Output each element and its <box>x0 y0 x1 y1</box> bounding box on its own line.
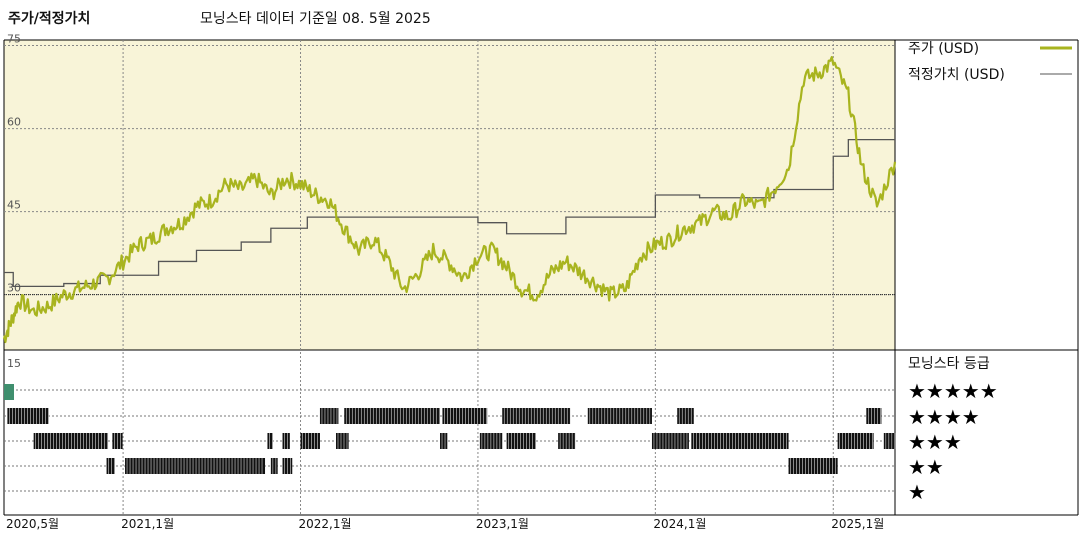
price-line <box>2 56 897 344</box>
price-series <box>2 56 897 344</box>
star-level-label: ★★★★ <box>908 405 980 429</box>
chart-title: 주가/적정가치 <box>8 11 91 27</box>
x-tick-label: 2024,1월 <box>653 517 706 531</box>
legend-fair-label: 적정가치 (USD) <box>908 67 1005 83</box>
rating-panel-bg <box>4 350 895 515</box>
rating-bar <box>691 433 789 449</box>
rating-current-marker <box>4 384 14 400</box>
star-legend: ★★★★★★★★★★★★★★★ <box>908 379 998 504</box>
star-level-label: ★★ <box>908 455 944 479</box>
fair-value-series <box>4 138 895 287</box>
star-level-label: ★ <box>908 480 926 504</box>
axis-labels: 75 60 45 30 2020,5월 2021,1월 2022,1월 2023,1월 2024… <box>6 33 884 531</box>
price-panel-bg <box>4 40 895 350</box>
rating-bar <box>270 458 278 474</box>
rating-bars <box>4 384 896 474</box>
rating-title: 모닝스타 등급 <box>908 356 990 372</box>
rating-bar <box>558 433 576 449</box>
x-tick-label: 2023,1월 <box>476 517 529 531</box>
rating-bar <box>282 433 290 449</box>
rating-bar <box>319 408 339 424</box>
y-tick-label: 30 <box>7 282 21 295</box>
rating-bar <box>440 433 448 449</box>
x-tick-label: 2022,1월 <box>299 517 352 531</box>
x-tick-label: 2021,1월 <box>121 517 174 531</box>
star-level-label: ★★★★★ <box>908 379 998 403</box>
rating-bar <box>506 433 536 449</box>
rating-bar <box>883 433 895 449</box>
legend-price-label: 주가 (USD) <box>908 41 979 57</box>
rating-axis-label: 15 <box>7 357 21 370</box>
y-tick-label: 75 <box>7 33 21 46</box>
rating-bar <box>788 458 838 474</box>
fair-value-line <box>4 138 895 287</box>
rating-bar <box>651 433 689 449</box>
x-tick-label: 2025,1월 <box>831 517 884 531</box>
y-tick-label: 45 <box>7 199 21 212</box>
rating-bar <box>344 408 441 424</box>
rating-bar <box>335 433 349 449</box>
rating-bar <box>7 408 49 424</box>
rating-bar <box>300 433 320 449</box>
y-tick-label: 60 <box>7 116 21 129</box>
rating-bar <box>866 408 882 424</box>
star-level-label: ★★★ <box>908 430 962 454</box>
rating-bar <box>837 433 874 449</box>
chart-subtitle: 모닝스타 데이터 기준일 08. 5월 2025 <box>200 11 431 27</box>
rating-bar <box>267 433 273 449</box>
rating-bar <box>106 458 115 474</box>
x-tick-label: 2020,5월 <box>6 517 59 531</box>
rating-bar <box>502 408 571 424</box>
